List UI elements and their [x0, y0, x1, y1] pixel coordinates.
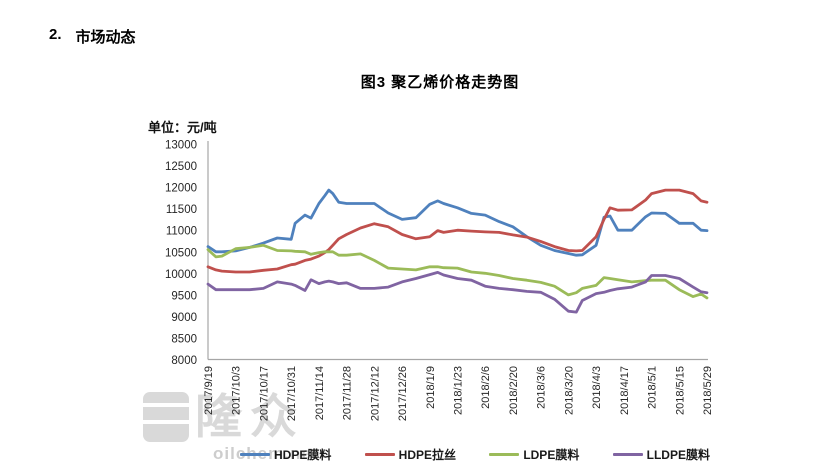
x-tick-label: 2017/11/28: [342, 366, 354, 420]
y-tick-label: 12000: [165, 183, 197, 195]
x-tick-label: 2017/12/26: [397, 366, 409, 421]
y-axis-unit-label: 单位：元/吨: [148, 120, 217, 135]
y-tick-label: 12500: [165, 161, 197, 173]
y-tick-label: 10500: [165, 247, 197, 259]
x-tick-label: 2018/5/29: [702, 366, 714, 415]
y-tick-label: 8500: [171, 333, 197, 345]
x-tick-label: 2017/11/14: [314, 366, 326, 420]
legend-line-icon: [364, 453, 395, 456]
x-tick-label: 2017/12/12: [369, 366, 381, 421]
series-line-hdpe-drawing: [206, 188, 709, 274]
legend-item-lldpe-film: LLDPE膜料: [612, 446, 710, 463]
legend-label: HDPE膜料: [274, 448, 332, 462]
legend-label: LDPE膜料: [523, 448, 580, 462]
x-tick-label: 2018/1/9: [425, 366, 437, 409]
legend-item-hdpe-film: HDPE膜料: [240, 446, 331, 463]
legend-item-hdpe-drawing: HDPE拉丝: [364, 446, 456, 463]
x-tick-label: 2017/9/19: [203, 366, 215, 415]
section-number: 2.: [49, 26, 62, 43]
x-tick-label: 2018/2/6: [480, 366, 492, 409]
x-tick-label: 2018/1/23: [453, 366, 465, 415]
legend-line-icon: [489, 453, 520, 456]
x-tick-label: 2017/10/3: [231, 366, 243, 415]
series-line-ldpe-film: [206, 243, 709, 300]
y-tick-label: 11000: [166, 226, 197, 238]
watermark-logo-text: 隆众: [195, 390, 305, 443]
x-tick-label: 2017/10/31: [286, 366, 298, 421]
watermark-logo: 隆众: [143, 392, 318, 442]
legend-label: LLDPE膜料: [646, 448, 710, 462]
legend-label: HDPE拉丝: [398, 448, 456, 462]
chart-title: 图3 聚乙烯价格走势图: [360, 74, 520, 91]
legend-line-icon: [612, 453, 643, 456]
y-tick-label: 9500: [171, 290, 197, 302]
chart-legend: HDPE膜料 HDPE拉丝 LDPE膜料 LLDPE膜料: [240, 446, 710, 463]
y-tick-label: 13000: [165, 140, 197, 152]
x-tick-label: 2018/5/1: [647, 366, 659, 409]
oilchem-logo-icon: [143, 392, 189, 442]
x-tick-label: 2018/3/20: [563, 366, 575, 415]
y-tick-label: 9000: [171, 312, 197, 324]
x-tick-label: 2018/4/17: [619, 366, 631, 415]
y-tick-label: 11500: [166, 204, 197, 216]
series-line-hdpe-film: [206, 188, 709, 257]
x-tick-label: 2018/2/20: [508, 366, 520, 415]
legend-line-icon: [240, 453, 270, 456]
section-title: 市场动态: [75, 29, 136, 46]
legend-item-ldpe-film: LDPE膜料: [489, 446, 579, 463]
series-line-lldpe-film: [206, 270, 709, 314]
y-tick-label: 10000: [165, 269, 197, 281]
x-tick-label: 2018/3/6: [536, 366, 548, 409]
x-tick-label: 2018/4/3: [591, 366, 603, 409]
x-tick-label: 2017/10/17: [258, 366, 270, 421]
y-tick-label: 8000: [171, 355, 197, 367]
x-tick-label: 2018/5/15: [674, 366, 686, 415]
section-heading: 2. 市场动态: [49, 26, 136, 47]
